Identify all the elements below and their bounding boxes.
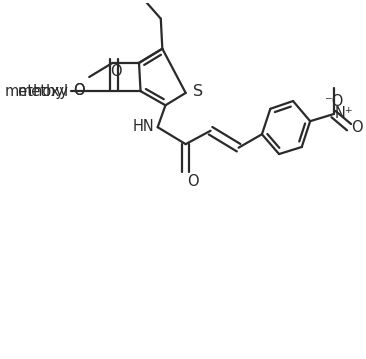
Text: methoxy: methoxy (5, 84, 69, 99)
Text: N⁺: N⁺ (335, 106, 354, 121)
Text: O: O (74, 83, 85, 98)
Text: O: O (110, 64, 122, 79)
Text: S: S (194, 84, 203, 99)
Text: O: O (351, 120, 363, 135)
Text: ⁻O: ⁻O (324, 94, 343, 109)
Text: O: O (74, 83, 85, 98)
Text: O: O (187, 174, 199, 189)
Text: HN: HN (133, 119, 154, 134)
Text: methyl: methyl (18, 84, 69, 99)
